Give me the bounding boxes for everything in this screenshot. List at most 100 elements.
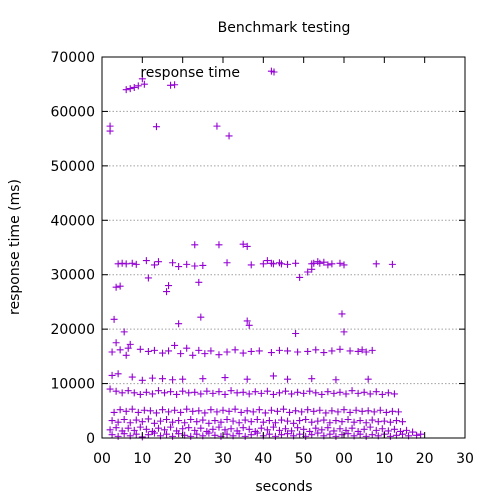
data-point xyxy=(314,417,322,425)
data-point xyxy=(340,406,348,414)
data-point xyxy=(334,408,342,416)
data-point xyxy=(243,407,251,415)
data-point xyxy=(142,425,150,433)
data-point xyxy=(384,427,392,435)
data-point xyxy=(302,415,310,423)
data-point xyxy=(203,387,211,395)
data-point xyxy=(183,344,191,352)
data-point xyxy=(116,406,124,414)
data-point xyxy=(161,426,169,434)
x-tick-label: 10 xyxy=(133,451,151,467)
data-point xyxy=(294,388,302,396)
data-point xyxy=(148,374,156,382)
data-point xyxy=(120,415,128,423)
data-point xyxy=(384,389,392,397)
data-point xyxy=(144,415,152,423)
data-point xyxy=(209,389,217,397)
data-point xyxy=(106,426,114,434)
data-point xyxy=(108,417,116,425)
data-point xyxy=(167,388,175,396)
data-point xyxy=(324,261,332,269)
data-point xyxy=(163,430,171,438)
data-points xyxy=(106,67,425,441)
data-point xyxy=(150,429,158,437)
x-tick-labels: 00 10 20 30 40 50 00 10 20 30 xyxy=(93,451,474,467)
data-point xyxy=(271,432,279,440)
data-point xyxy=(128,373,136,381)
data-point xyxy=(342,390,350,398)
data-point xyxy=(136,423,144,431)
grid-lines xyxy=(102,110,465,385)
data-point xyxy=(118,389,126,397)
data-point xyxy=(255,347,263,355)
data-point xyxy=(175,320,183,328)
data-point xyxy=(239,424,247,432)
data-point xyxy=(152,409,160,417)
data-point xyxy=(239,349,247,357)
data-point xyxy=(284,430,292,438)
data-point xyxy=(336,425,344,433)
data-point xyxy=(271,419,279,427)
y-tick-label: 40000 xyxy=(50,213,95,229)
data-point xyxy=(165,282,173,290)
data-point xyxy=(106,127,114,135)
data-point xyxy=(237,408,245,416)
data-point xyxy=(298,408,306,416)
data-point xyxy=(227,425,235,433)
data-point xyxy=(177,408,185,416)
data-point xyxy=(215,388,223,396)
data-point xyxy=(253,415,261,423)
data-point xyxy=(114,418,122,426)
data-point xyxy=(390,390,398,398)
data-point xyxy=(294,424,302,432)
data-point xyxy=(308,418,316,426)
data-point xyxy=(352,406,360,414)
data-point xyxy=(193,430,201,438)
data-point xyxy=(364,375,372,383)
data-point xyxy=(290,419,298,427)
data-point xyxy=(169,376,177,384)
data-point xyxy=(243,242,251,250)
data-point xyxy=(195,407,203,415)
data-point xyxy=(195,346,203,354)
data-point xyxy=(356,417,364,425)
data-point xyxy=(221,426,229,434)
data-point xyxy=(215,351,223,359)
data-point xyxy=(269,372,277,380)
data-point xyxy=(124,344,132,352)
data-point xyxy=(231,405,239,413)
data-point xyxy=(150,261,158,269)
data-point xyxy=(277,260,285,268)
data-point xyxy=(130,83,138,91)
data-point xyxy=(392,417,400,425)
data-point xyxy=(199,375,207,383)
data-point xyxy=(304,347,312,355)
data-point xyxy=(370,408,378,416)
data-point xyxy=(314,429,322,437)
data-point xyxy=(175,417,183,425)
y-tick-label: 10000 xyxy=(50,377,95,393)
data-point xyxy=(300,425,308,433)
y-tick-label: 50000 xyxy=(50,159,95,175)
data-point xyxy=(398,418,406,426)
data-point xyxy=(366,390,374,398)
data-point xyxy=(197,390,205,398)
data-point xyxy=(247,261,255,269)
data-point xyxy=(114,432,122,440)
data-point xyxy=(344,415,352,423)
data-point xyxy=(372,426,380,434)
data-point xyxy=(167,423,175,431)
data-point xyxy=(239,240,247,248)
data-point xyxy=(156,417,164,425)
data-point xyxy=(340,261,348,269)
data-point xyxy=(223,415,231,423)
data-point xyxy=(146,407,154,415)
data-point xyxy=(263,426,271,434)
data-point xyxy=(221,390,229,398)
data-point xyxy=(205,419,213,427)
data-point xyxy=(360,388,368,396)
data-point xyxy=(179,387,187,395)
data-point xyxy=(259,260,267,268)
data-point xyxy=(152,123,160,131)
data-point xyxy=(112,424,120,432)
